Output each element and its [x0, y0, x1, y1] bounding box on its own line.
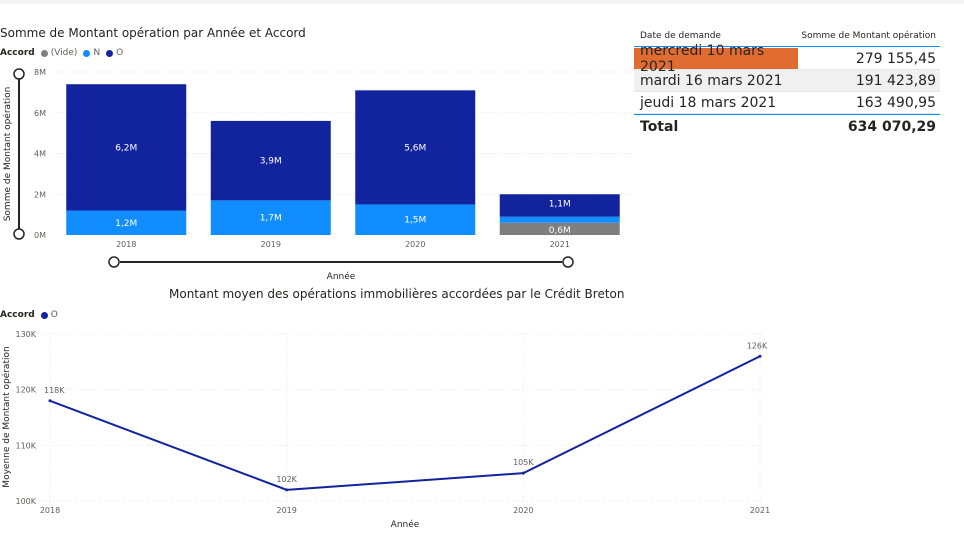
legend-label-o: O [116, 48, 124, 58]
y-range-slider-handle [13, 68, 25, 80]
total-label: Total [640, 119, 679, 135]
legend-item-vide[interactable]: (Vide) [40, 48, 78, 58]
table-header: Date de demande Somme de Montant opérati… [634, 26, 940, 46]
table-cell-date: jeudi 18 mars 2021 [640, 94, 777, 111]
legend-dot-n [83, 49, 91, 57]
top-border [0, 0, 964, 4]
line-point [758, 354, 762, 358]
y-tick-label: 0M [34, 231, 46, 240]
legend-label-o: O [50, 310, 58, 320]
table-header-divider [634, 46, 940, 47]
x-tick-label: 2018 [40, 506, 60, 515]
bar-n-2018 [66, 210, 187, 235]
bar-data-label: 5,6M [404, 143, 426, 153]
table-cell-date: mardi 16 mars 2021 [640, 72, 783, 89]
legend-dot-vide [40, 49, 48, 57]
table-total-row: Total 634 070,29 [634, 114, 940, 139]
date-table: Date de demande Somme de Montant opérati… [634, 26, 940, 139]
x-tick-label: 2021 [750, 506, 770, 515]
legend-label-vide: (Vide) [50, 48, 78, 58]
x-axis-title: Année [327, 271, 356, 282]
bar-vide-2021 [499, 222, 620, 235]
y-tick-label: 4M [34, 150, 46, 159]
legend-item-o[interactable]: O [40, 310, 58, 320]
bar-data-label: 3,9M [260, 157, 282, 167]
x-tick-label: 2021 [550, 240, 570, 249]
line-series-o [49, 355, 761, 491]
total-value: 634 070,29 [847, 119, 936, 135]
table-row[interactable]: jeudi 18 mars 2021 163 490,95 [634, 92, 940, 114]
line-legend-title: Accord [0, 310, 35, 320]
legend-label-n: N [93, 48, 101, 58]
y-tick-label: 110K [15, 441, 36, 450]
bar-n-2021 [499, 216, 620, 223]
y-range-slider-handle [13, 228, 25, 240]
x-tick-label: 2019 [261, 240, 281, 249]
y-tick-label: 8M [34, 68, 46, 77]
bar-o-2020 [355, 90, 476, 205]
legend-dot-o [40, 311, 48, 319]
x-axis-title: Année [391, 519, 420, 530]
table-row[interactable]: mardi 16 mars 2021 191 423,89 [634, 70, 940, 92]
bar-o-2019 [210, 120, 331, 201]
table-row[interactable]: mercredi 10 mars 2021 279 155,45 [634, 43, 940, 75]
table-cell-amount: 191 423,89 [855, 72, 936, 89]
bar-legend-title: Accord [0, 48, 35, 58]
line-data-label: 105K [513, 458, 534, 467]
y-tick-label: 120K [15, 386, 36, 395]
y-axis-title: Moyenne de Montant opération [1, 346, 12, 487]
table-cell-amount: 279 155,45 [855, 50, 936, 67]
header-date[interactable]: Date de demande [640, 31, 721, 41]
bar-o-2021 [499, 194, 620, 217]
x-tick-label: 2018 [116, 240, 136, 249]
x-tick-label: 2020 [405, 240, 425, 249]
line-data-label: 102K [276, 475, 297, 484]
bar-chart-legend: Accord (Vide) N O [0, 48, 123, 58]
y-tick-label: 6M [34, 109, 46, 118]
line-chart-title: Montant moyen des opérations immobilière… [169, 287, 625, 301]
y-tick-label: 2M [34, 190, 46, 199]
bar-n-2019 [210, 200, 331, 235]
line-point [285, 488, 289, 492]
legend-dot-o [106, 49, 114, 57]
line-data-label: 126K [747, 341, 768, 350]
y-tick-label: 100K [15, 497, 36, 506]
bar-data-label: 0,6M [549, 226, 571, 236]
x-tick-label: 2020 [513, 506, 533, 515]
bar-data-label: 1,7M [260, 214, 282, 224]
table-cell-amount: 163 490,95 [855, 94, 936, 111]
x-range-slider-handle [562, 256, 574, 268]
bar-data-label: 1,5M [404, 216, 426, 226]
bar-data-label: 6,2M [115, 143, 137, 153]
line-chart: 100K 110K 120K 130K 2018 2019 2020 2021 118K 102K… [1, 330, 770, 530]
legend-item-n[interactable]: N [83, 48, 100, 58]
bar-data-label: 1,2M [115, 219, 137, 229]
legend-item-o[interactable]: O [106, 48, 123, 58]
line-data-label: 118K [44, 386, 65, 395]
line-chart-legend: Accord O [0, 310, 58, 320]
header-amount[interactable]: Somme de Montant opération [801, 31, 936, 41]
table-cell-date-highlighted: mercredi 10 mars 2021 [634, 43, 798, 75]
y-tick-label: 130K [15, 330, 36, 339]
bar-chart: 0M 2M 4M 6M 8M 1,2M 6,2M 2018 1,7M 3,9M 2019 1,5M 5,… [2, 68, 632, 282]
bar-n-2020 [355, 204, 476, 235]
bar-chart-title: Somme de Montant opération par Année et … [0, 26, 306, 40]
bar-data-label: 1,1M [549, 199, 571, 209]
x-range-slider-handle [108, 256, 120, 268]
line-point [521, 471, 525, 475]
bar-o-2018 [66, 84, 187, 211]
x-tick-label: 2019 [276, 506, 296, 515]
line-point [48, 399, 52, 403]
y-axis-title: Somme de Montant opération [2, 87, 13, 222]
